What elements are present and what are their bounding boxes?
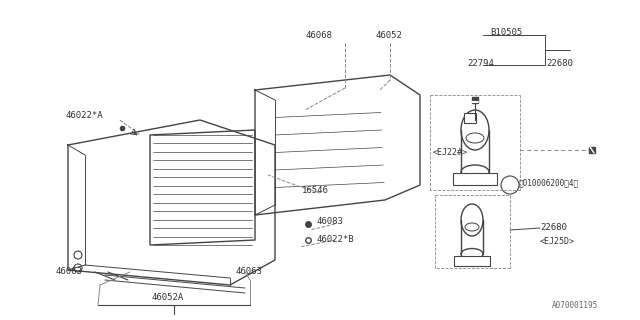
Text: 46052: 46052 xyxy=(375,30,402,39)
Text: B10505: B10505 xyxy=(490,28,522,36)
Text: <EJ22#>: <EJ22#> xyxy=(433,148,468,156)
Text: 16546: 16546 xyxy=(302,186,329,195)
FancyBboxPatch shape xyxy=(453,173,497,185)
FancyBboxPatch shape xyxy=(454,256,490,266)
Text: 46063: 46063 xyxy=(235,268,262,276)
Text: 46022*B: 46022*B xyxy=(316,236,354,244)
Text: 22680: 22680 xyxy=(540,223,567,233)
Text: A070001195: A070001195 xyxy=(552,301,598,310)
Text: 46063: 46063 xyxy=(55,268,82,276)
Text: Ⓑ010006200〈4〉: Ⓑ010006200〈4〉 xyxy=(519,179,579,188)
Text: 46052A: 46052A xyxy=(152,293,184,302)
Text: <EJ25D>: <EJ25D> xyxy=(540,237,575,246)
Text: 46083: 46083 xyxy=(316,218,343,227)
Text: 46022*A: 46022*A xyxy=(65,110,102,119)
Text: 46068: 46068 xyxy=(305,30,332,39)
Bar xyxy=(464,113,476,123)
Text: 22794: 22794 xyxy=(467,59,494,68)
Text: 22680: 22680 xyxy=(546,59,573,68)
